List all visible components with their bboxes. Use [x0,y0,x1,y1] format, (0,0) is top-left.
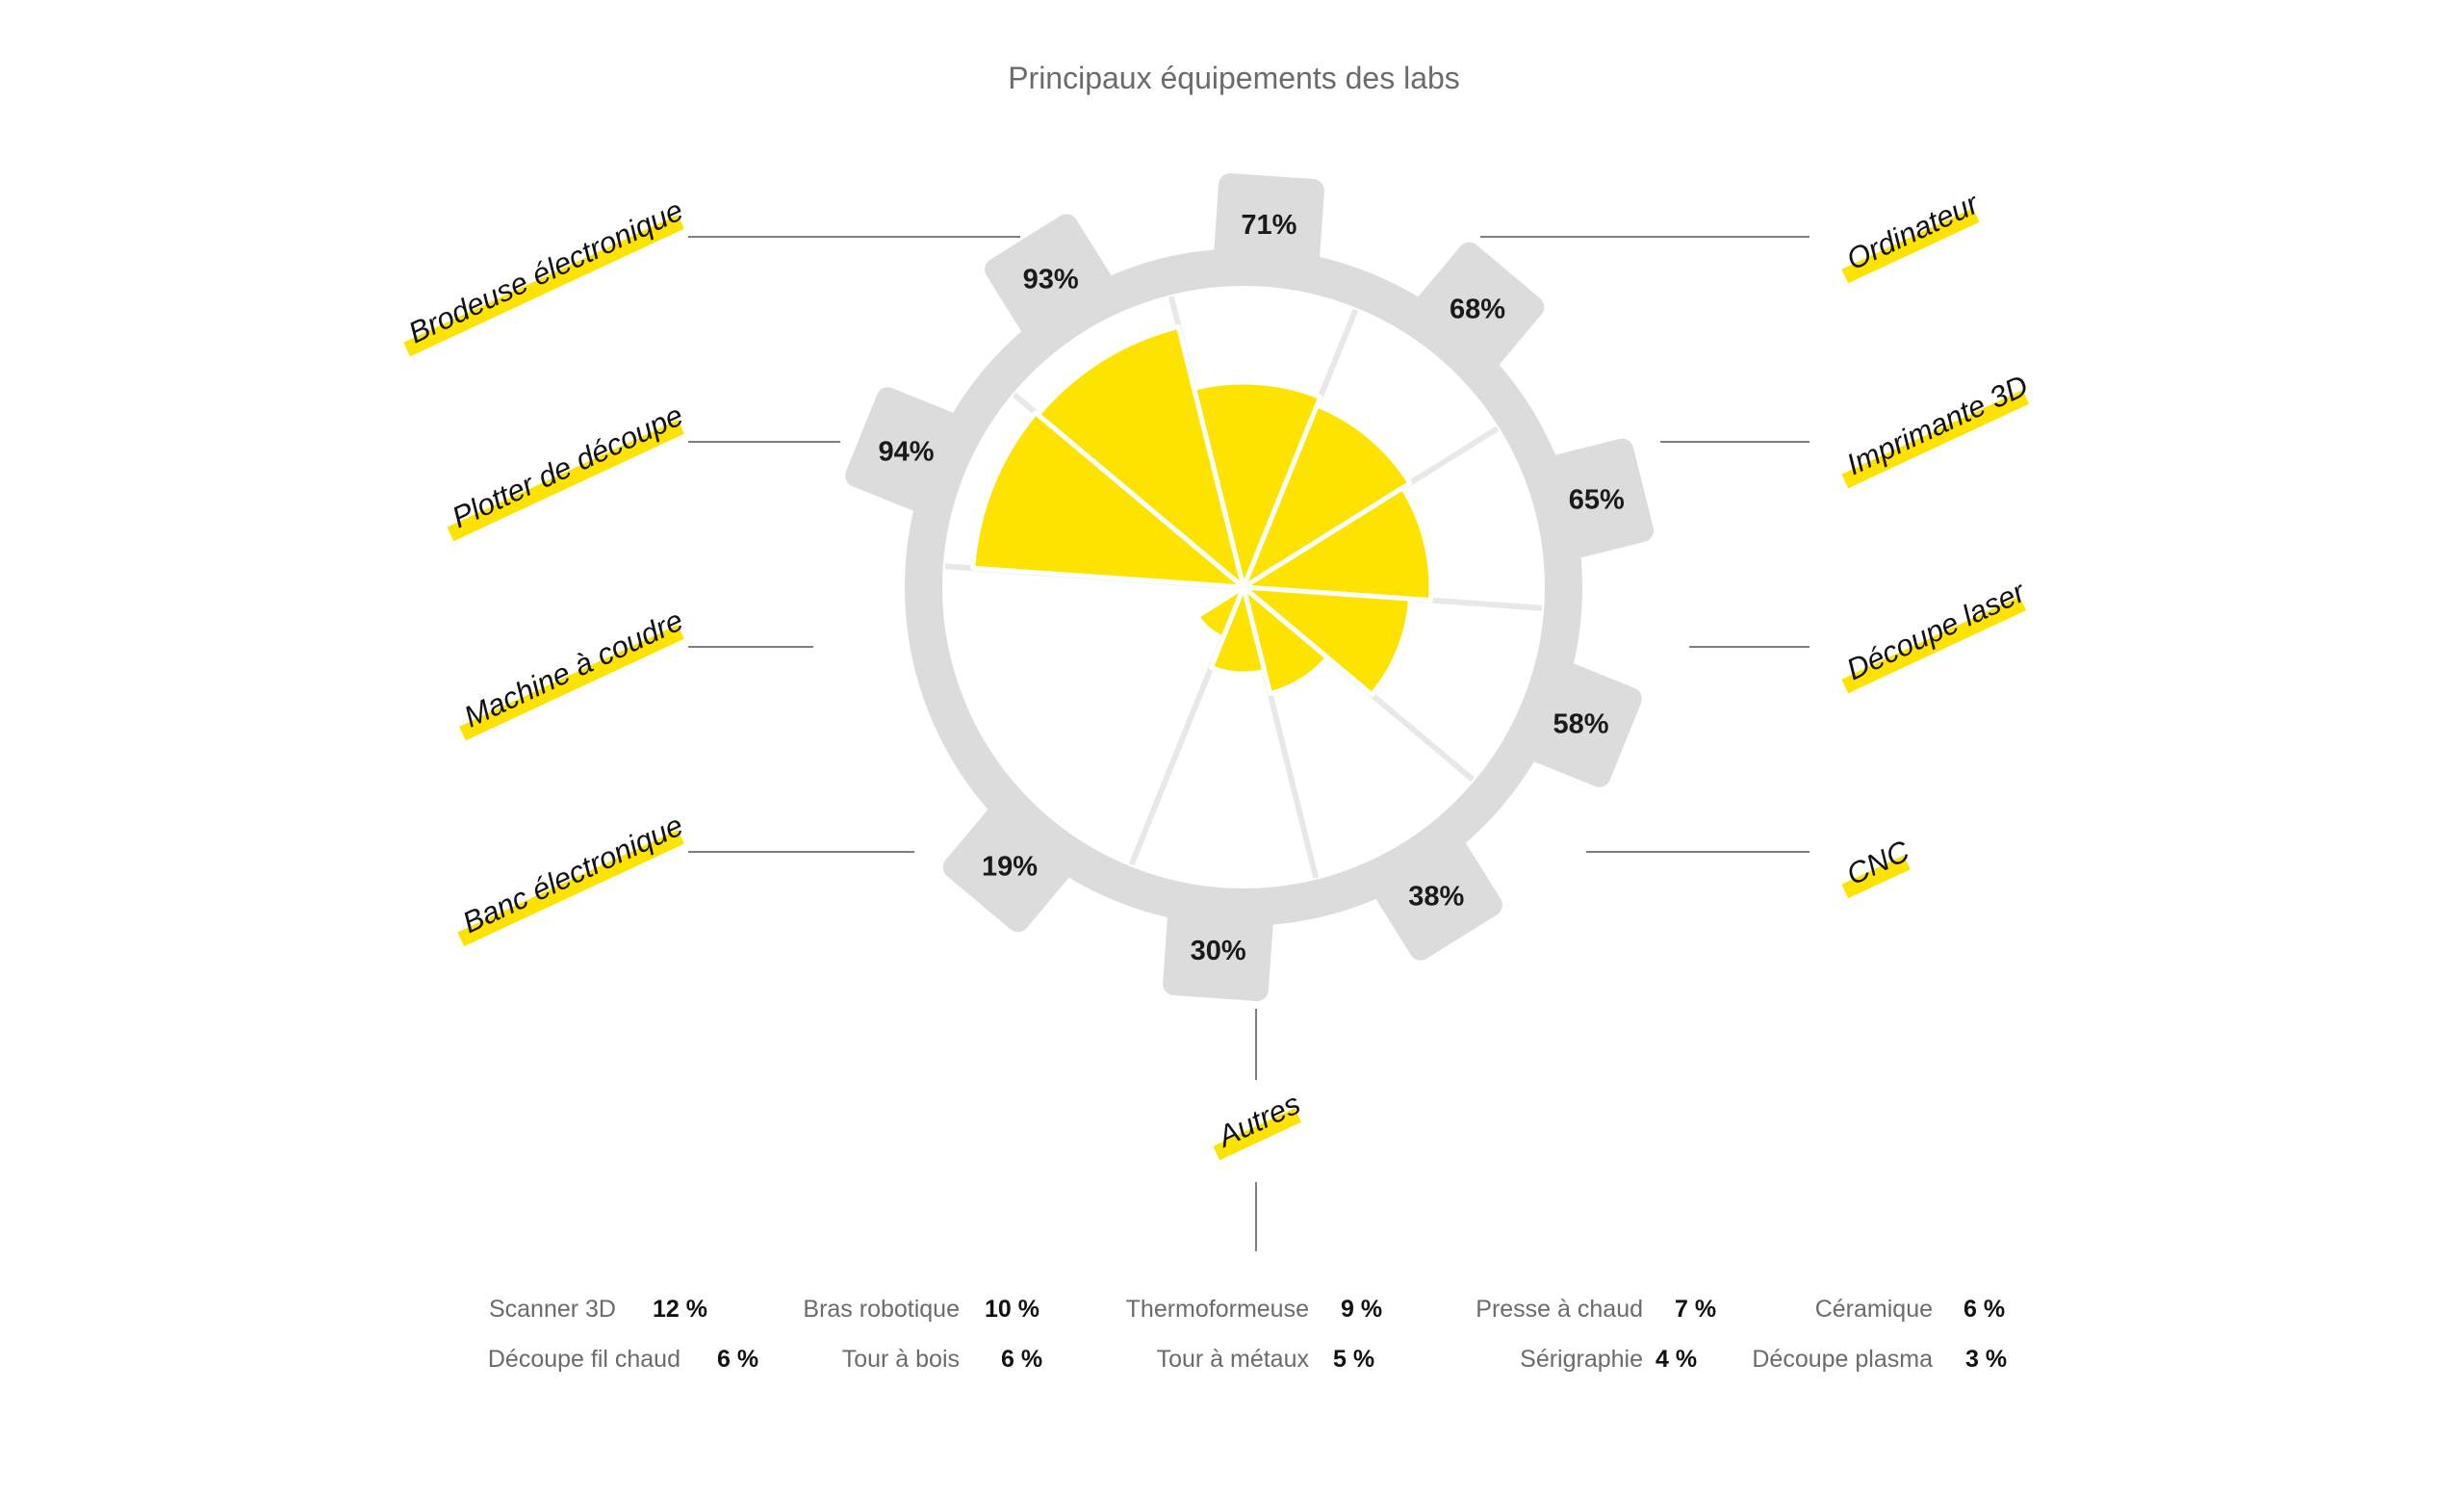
label-highlight [1841,596,2026,694]
category-label-brodeuse-electronique: Brodeuse électronique [403,193,688,357]
other-value-tour-a-bois: 6 % [1001,1346,1042,1373]
other-name-tour-a-metaux: Tour à métaux [1157,1346,1310,1373]
other-name-ceramique: Céramique [1815,1296,1933,1323]
category-label-ordinateur: Ordinateur [1841,186,1985,284]
label-highlight [1841,208,1980,284]
category-label-imprimante-3d: Imprimante 3D [1841,369,2033,489]
value-label-autres: 65% [1569,485,1625,516]
other-value-ceramique: 6 % [1964,1296,2005,1323]
category-label-banc-electronique: Banc électronique [457,809,688,947]
other-name-decoupe-plasma: Découpe plasma [1752,1346,1933,1373]
wedge-brodeuse-electronique [1194,584,1246,641]
other-value-thermoformeuse: 9 % [1341,1296,1382,1323]
value-label-banc-electronique: 58% [1553,709,1608,740]
value-label-decoupe-laser: 71% [1241,210,1296,241]
label-highlight [457,830,684,947]
category-text: Brodeuse électronique [403,193,688,350]
label-highlight [1841,855,1911,899]
leader-lines [688,236,1810,1251]
value-label-ordinateur: 94% [878,436,934,467]
wedges [970,323,1434,698]
value-label-imprimante-3d: 93% [1023,264,1079,295]
value-label-cnc: 68% [1450,294,1505,324]
value-label-machine-a-coudre: 38% [1408,882,1464,913]
category-label-plotter-de-decoupe: Plotter de découpe [447,399,688,542]
wedge-decoupe-laser [1192,379,1323,590]
label-highlight [1213,1108,1301,1161]
category-text: Découpe laser [1841,574,2031,686]
wedge-ordinateur [970,410,1246,590]
category-labels: Ordinateur Imprimante 3D Découpe laser CNC A… [403,186,2033,1161]
others-list: Scanner 3D 12 % Bras robotique 10 % Thermofo… [488,1296,2007,1373]
label-highlight [403,215,684,357]
gear-ring [845,172,1655,1002]
value-label-brodeuse-electronique: 19% [982,852,1038,883]
gear-tab-brodeuse-electronique [942,805,1072,933]
other-name-presse-a-chaud: Presse à chaud [1476,1296,1643,1323]
label-highlight [447,420,684,542]
value-label-plotter-de-decoupe: 30% [1191,936,1246,966]
other-value-scanner-3d: 12 % [653,1296,707,1323]
category-label-decoupe-laser: Découpe laser [1841,574,2032,694]
wedge-plotter-de-decoupe [1208,584,1268,677]
gear-tab-plotter-de-decoupe [1163,907,1273,1002]
other-value-decoupe-fil-chaud: 6 % [717,1346,758,1373]
gear-tab-decoupe-laser [1214,172,1324,268]
category-label-machine-a-coudre: Machine à coudre [459,604,688,741]
gear-ring-band [905,248,1582,926]
gear-tab-cnc [1415,242,1545,370]
other-name-thermoformeuse: Thermoformeuse [1126,1296,1309,1323]
other-name-bras-robotique: Bras robotique [803,1296,960,1323]
wedge-imprimante-3d [1035,323,1246,590]
category-text: Ordinateur [1841,186,1985,276]
category-label-cnc: CNC [1841,834,1914,899]
label-highlight [459,625,684,741]
wedge-banc-electronique [1241,584,1414,698]
other-value-bras-robotique: 10 % [985,1296,1040,1323]
category-text: Plotter de découpe [447,399,688,535]
value-labels: 94% 93% 71% 68% 65% 58% 38% 30% 19% [878,210,1625,966]
other-value-presse-a-chaud: 7 % [1675,1296,1716,1323]
category-label-autres: Autres [1211,1087,1305,1161]
other-value-decoupe-plasma: 3 % [1965,1346,2007,1373]
category-text: Banc électronique [457,809,688,940]
category-text: Machine à coudre [459,604,688,734]
category-text: Autres [1211,1087,1305,1154]
other-value-serigraphie: 4 % [1656,1346,1697,1373]
other-name-decoupe-fil-chaud: Découpe fil chaud [488,1346,680,1373]
other-name-tour-a-bois: Tour à bois [842,1346,960,1373]
wedge-cnc [1241,402,1413,590]
chart-title: Principaux équipements des labs [1008,61,1460,95]
other-name-serigraphie: Sérigraphie [1520,1346,1643,1373]
category-text: Imprimante 3D [1841,369,2033,482]
label-highlight [1841,390,2030,489]
other-name-scanner-3d: Scanner 3D [489,1296,616,1323]
other-value-tour-a-metaux: 5 % [1333,1346,1374,1373]
wedge-autres [1241,485,1434,604]
